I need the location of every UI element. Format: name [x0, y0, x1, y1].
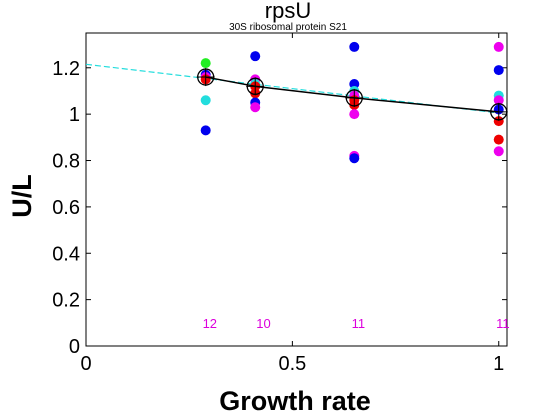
data-point	[493, 134, 504, 145]
data-point	[493, 95, 504, 106]
means-layer	[196, 68, 508, 121]
data-point	[349, 109, 360, 120]
chart-subtitle: 30S ribosomal protein S21	[229, 22, 347, 33]
x-tick-label: 0.5	[278, 353, 306, 375]
data-point	[200, 58, 211, 69]
sample-count-label: 11	[496, 316, 510, 331]
axes: 0 0.5 100.20.40.60.811.2	[52, 32, 508, 375]
y-tick-label: 0.4	[52, 243, 80, 265]
sample-count-label: 10	[256, 316, 270, 331]
x-tick-label: 0	[80, 353, 91, 375]
y-tick-label: 0.2	[52, 290, 80, 312]
sample-count-label: 12	[203, 316, 217, 331]
y-tick-label: 0.8	[52, 151, 80, 173]
y-tick-label: 0.6	[52, 197, 80, 219]
y-tick-label: 1	[69, 104, 80, 126]
data-point	[493, 41, 504, 52]
y-axis-label: U/L	[7, 174, 37, 218]
plot-frame	[85, 32, 508, 347]
data-point	[250, 51, 261, 62]
data-point	[493, 146, 504, 157]
mean-line	[205, 76, 499, 113]
x-axis-label: Growth rate	[219, 386, 371, 416]
x-tick-label: 1	[493, 353, 504, 375]
y-tick-label: 1.2	[52, 58, 80, 80]
y-tick-label: 0	[69, 336, 80, 358]
data-point	[200, 125, 211, 136]
data-point	[493, 116, 504, 127]
data-point	[349, 153, 360, 164]
data-point	[250, 102, 261, 113]
data-point	[493, 65, 504, 76]
points-layer	[200, 41, 504, 164]
data-point	[349, 41, 360, 52]
sample-count-label: 11	[352, 316, 366, 331]
data-point	[349, 79, 360, 90]
chart-title: rpsU	[265, 0, 311, 23]
counts-layer: 12 10 11 11	[203, 316, 510, 331]
data-point	[200, 95, 211, 106]
